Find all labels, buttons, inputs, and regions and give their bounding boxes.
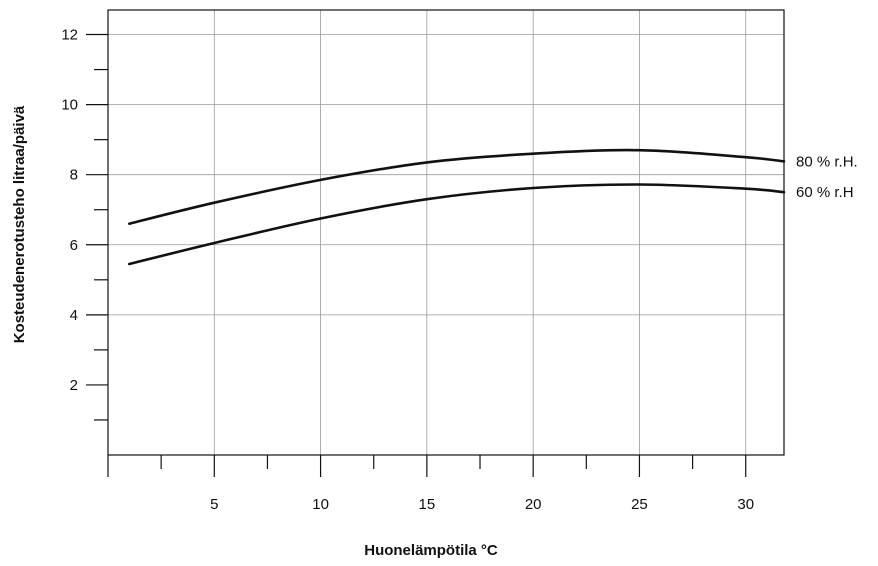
series-line-1 (128, 183, 786, 266)
x-axis-title: Huonelämpötila °C (364, 542, 498, 559)
y-axis-title: Kosteudenerotusteho litraa/päivä (11, 105, 28, 343)
plot-frame (107, 9, 785, 456)
y-tick-label: 8 (70, 167, 78, 184)
series-line-0 (128, 148, 786, 225)
x-tick-label: 5 (210, 496, 218, 513)
series-labels: 80 % r.H. 60 % r.H (796, 153, 858, 201)
y-tick-label: 4 (70, 307, 78, 324)
y-tick-label: 6 (70, 237, 78, 254)
axis-ticks: 2 4 6 8 10 12 5 10 15 20 25 30 (61, 27, 754, 513)
x-tick-label: 10 (312, 496, 329, 513)
y-tick-label: 10 (61, 97, 78, 114)
series-label-1: 60 % r.H (796, 184, 854, 201)
y-tick-label: 2 (70, 377, 78, 394)
x-tick-label: 20 (525, 496, 542, 513)
x-tick-label: 30 (737, 496, 754, 513)
grid-lines (108, 10, 784, 455)
series-lines (128, 148, 786, 266)
y-tick-label: 12 (61, 27, 78, 44)
series-label-0: 80 % r.H. (796, 153, 858, 170)
x-tick-label: 15 (419, 496, 436, 513)
x-tick-label: 25 (631, 496, 648, 513)
